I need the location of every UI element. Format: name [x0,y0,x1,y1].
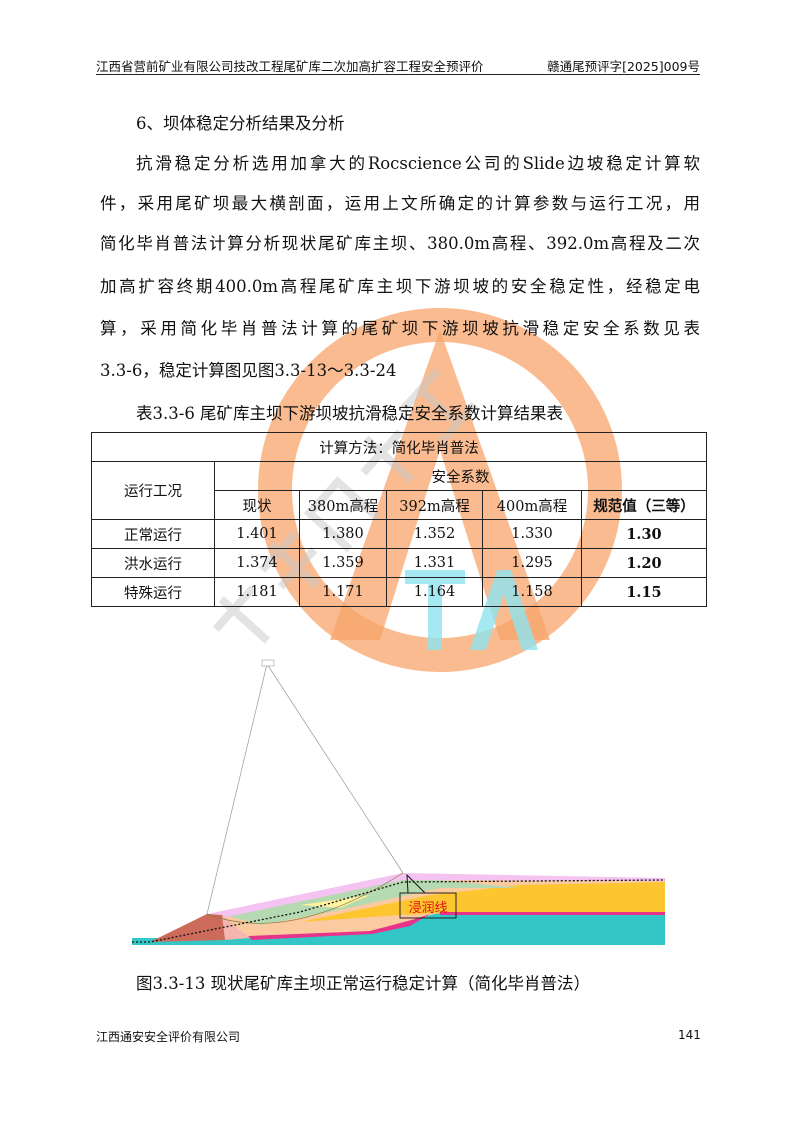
paragraph-line: 加高扩容终期400.0m高程尾矿库主坝下游坝坡的安全稳定性，经稳定电 [100,277,700,296]
column-header: 392m高程 [386,490,483,520]
condition-cell: 洪水运行 [91,548,215,578]
column-header: 现状 [214,490,300,520]
condition-cell: 特殊运行 [91,577,215,607]
header-title: 江西省营前矿业有限公司技改工程尾矿库二次加高扩容工程安全预评价 [96,59,484,74]
phreatic-line-callout: 浸润线 [408,901,448,916]
header-doc-number: 赣通尾预评字[2025]009号 [547,59,700,74]
table-row: 洪水运行 1.374 1.359 1.331 1.295 1.20 [91,548,707,578]
table-row: 正常运行 1.401 1.380 1.352 1.330 1.30 [91,519,707,549]
column-header: 380m高程 [299,490,387,520]
figure-caption: 图3.3-13 现状尾矿库主坝正常运行稳定计算（简化毕肖普法） [136,974,591,993]
magenta-strip [248,914,430,940]
value-cell: 1.158 [482,577,582,607]
standard-value-cell: 1.20 [581,548,707,578]
standard-value-cell: 1.30 [581,519,707,549]
starter-dam [150,914,235,942]
paragraph-line: 算，采用简化毕肖普法计算的尾矿坝下游坝坡抗滑稳定安全系数见表 [100,319,700,338]
foundation-layer [132,913,665,945]
section-heading: 6、坝体稳定分析结果及分析 [136,114,345,133]
page-header: 江西省营前矿业有限公司技改工程尾矿库二次加高扩容工程安全预评价 赣通尾预评字[2… [96,56,700,75]
paragraph-line: 简化毕肖普法计算分析现状尾矿库主坝、380.0m高程、392.0m高程及二次 [100,234,700,253]
page-number: 141 [678,1028,701,1042]
clay-layer-left [222,915,250,940]
center-label-box [261,659,275,667]
safety-factor-header: 安全系数 [214,461,707,491]
surface-pink-layer [207,873,665,918]
value-cell: 1.164 [386,577,483,607]
paragraph-line: 抗滑稳定分析选用加拿大的Rocscience公司的Slide边坡稳定计算软 [136,154,700,173]
safety-factor-table: 计算方法：简化毕肖普法 运行工况 安全系数 现状 380m高程 392m高程 4… [91,432,707,607]
phreatic-line [132,879,666,943]
magenta-strip-right [440,912,665,915]
yellow-layer-left [300,895,370,908]
slip-surface [206,872,404,924]
value-cell: 1.171 [299,577,387,607]
value-cell: 1.295 [482,548,582,578]
callout-pointer [406,873,426,894]
condition-cell: 正常运行 [91,519,215,549]
paragraph-line: 件，采用尾矿坝最大横剖面，运用上文所确定的计算参数与运行工况，用 [100,194,700,213]
paragraph-line: 3.3-6，稳定计算图见图3.3-13～3.3-24 [100,361,397,380]
column-header: 规范值（三等） [581,490,707,520]
method-header: 计算方法：简化毕肖普法 [91,432,707,462]
table-caption: 表3.3-6 尾矿库主坝下游坝坡抗滑稳定安全系数计算结果表 [136,404,564,423]
value-cell: 1.401 [214,519,300,549]
value-cell: 1.380 [299,519,387,549]
column-header: 400m高程 [482,490,582,520]
condition-header: 运行工况 [91,461,215,520]
table-row: 特殊运行 1.181 1.171 1.164 1.158 1.15 [91,577,707,607]
footer-company: 江西通安安全评价有限公司 [96,1030,241,1044]
callout-box [399,892,457,919]
value-cell: 1.181 [214,577,300,607]
standard-value-cell: 1.15 [581,577,707,607]
